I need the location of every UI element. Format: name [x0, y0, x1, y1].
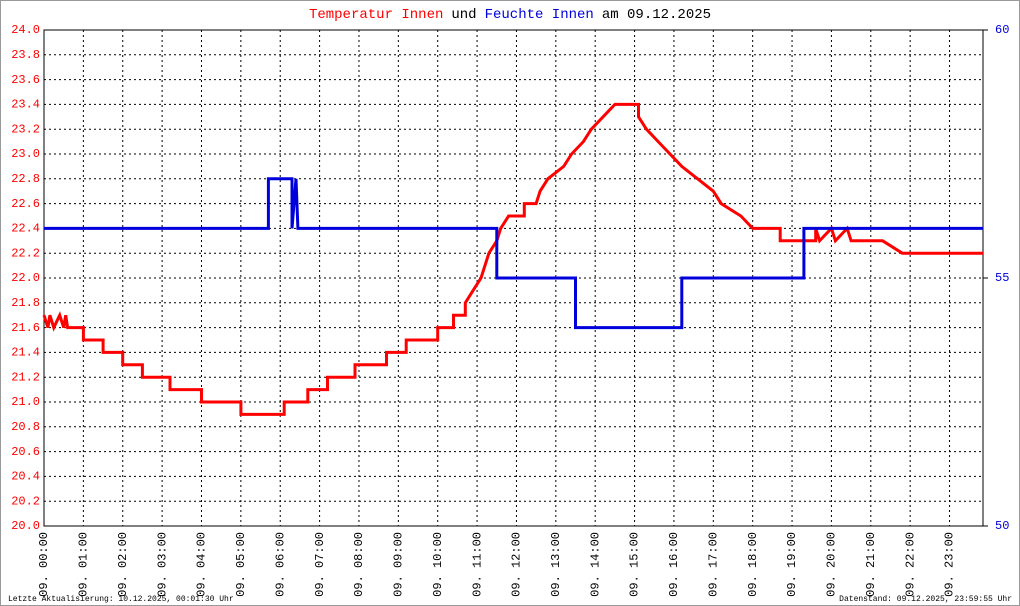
y-tick-label: 23.6: [11, 73, 40, 87]
footer-left: Letzte Aktualisierung: 10.12.2025, 00:01…: [8, 595, 234, 604]
x-tick-label: 09. 11:00: [470, 532, 484, 597]
x-tick-label: 09. 12:00: [510, 532, 524, 597]
x-tick-label: 09. 16:00: [667, 532, 681, 597]
x-tick-label: 09. 00:00: [37, 532, 51, 597]
y-tick-label: 24.0: [11, 23, 40, 37]
plot-border: [43, 29, 984, 527]
x-tick-label: 09. 14:00: [588, 532, 602, 597]
x-tick-label: 09. 10:00: [431, 532, 445, 597]
x-tick-label: 09. 18:00: [746, 532, 760, 597]
series-line: [42, 102, 983, 416]
y-tick-label: 23.4: [11, 98, 40, 112]
y-tick-label: 23.2: [11, 122, 40, 136]
y-tick-label: 22.4: [11, 222, 40, 236]
x-tick-label: 09. 02:00: [116, 532, 130, 597]
x-tick-label: 09. 05:00: [234, 532, 248, 597]
chart-title: Temperatur Innen und Feuchte Innen am 09.12…: [309, 7, 711, 23]
y-tick-label: 20.2: [11, 494, 40, 508]
y-tick-label: 23.0: [11, 147, 40, 161]
y-tick-label: 22.2: [11, 246, 40, 260]
x-tick-label: 09. 08:00: [352, 532, 366, 597]
y-tick-label: 21.8: [11, 296, 40, 310]
x-tick-label: 09. 22:00: [903, 532, 917, 597]
x-tick-label: 09. 06:00: [273, 532, 287, 597]
y-tick-label: 22.8: [11, 172, 40, 186]
x-tick-label: 09. 09:00: [392, 532, 406, 597]
y-tick-label: 22.0: [11, 271, 40, 285]
x-tick-label: 09. 03:00: [155, 532, 169, 597]
x-tick-label: 09. 23:00: [943, 532, 957, 597]
title-suffix: am 09.12.2025: [602, 7, 711, 23]
y2-tick-label: 55: [995, 271, 1009, 285]
y-tick-label: 20.8: [11, 420, 40, 434]
y2-tick-label: 60: [995, 23, 1009, 37]
title-connector: und: [451, 7, 476, 23]
x-tick-label: 09. 13:00: [549, 532, 563, 597]
y-tick-label: 21.4: [11, 346, 40, 360]
x-tick-label: 09. 04:00: [195, 532, 209, 597]
x-tick-label: 09. 01:00: [77, 532, 91, 597]
y-tick-label: 20.0: [11, 519, 40, 533]
y-tick-label: 20.6: [11, 445, 40, 459]
x-tick-label: 09. 19:00: [785, 532, 799, 597]
x-tick-label: 09. 07:00: [313, 532, 327, 597]
x-tick-label: 09. 20:00: [825, 532, 839, 597]
y-tick-label: 21.6: [11, 321, 40, 335]
title-series-1: Feuchte Innen: [485, 7, 594, 23]
y-tick-label: 21.0: [11, 395, 40, 409]
x-tick-label: 09. 17:00: [706, 532, 720, 597]
y-tick-label: 21.2: [11, 370, 40, 384]
x-tick-label: 09. 21:00: [864, 532, 878, 597]
footer-right: Datenstand: 09.12.2025, 23:59:55 Uhr: [839, 595, 1012, 604]
y-tick-label: 22.6: [11, 197, 40, 211]
y-tick-label: 23.8: [11, 48, 40, 62]
title-series-0: Temperatur Innen: [309, 7, 443, 23]
x-tick-label: 09. 15:00: [628, 532, 642, 597]
series-line: [44, 177, 983, 330]
y-tick-label: 20.4: [11, 470, 40, 484]
y2-tick-label: 50: [995, 519, 1009, 533]
